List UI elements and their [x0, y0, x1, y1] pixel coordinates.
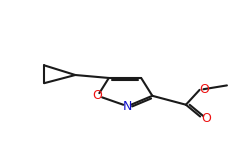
- Text: N: N: [123, 100, 132, 113]
- Text: O: O: [93, 89, 102, 102]
- Text: O: O: [202, 112, 211, 125]
- Text: O: O: [199, 83, 209, 96]
